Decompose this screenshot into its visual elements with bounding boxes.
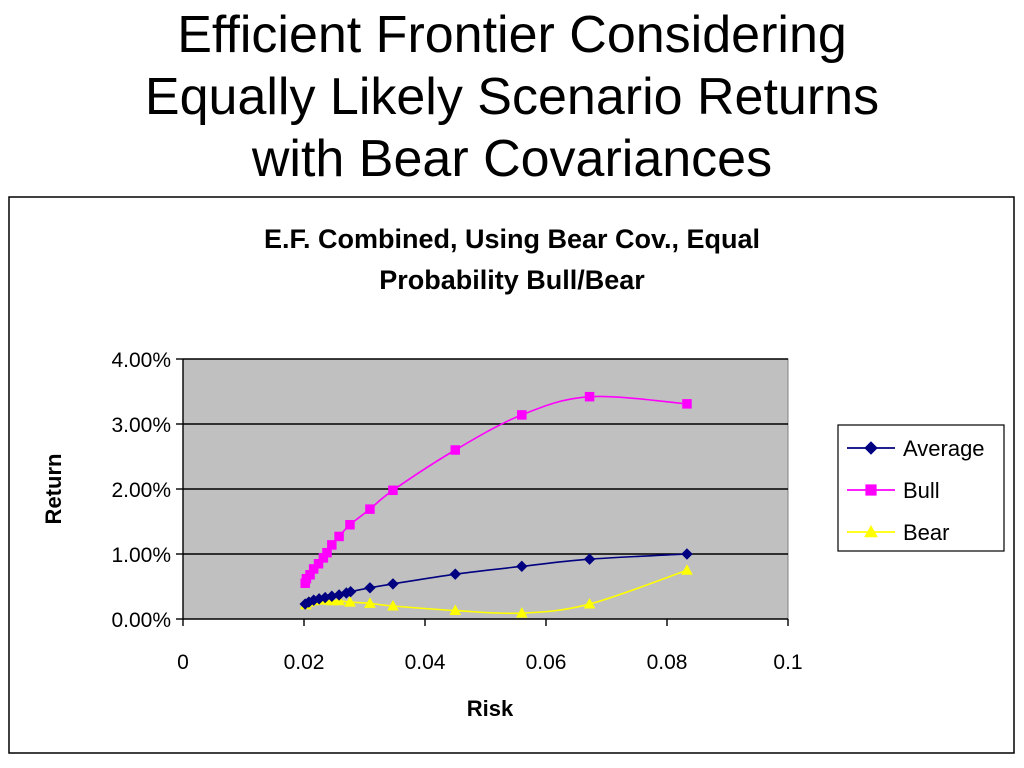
x-tick-label: 0: [177, 651, 189, 674]
legend-marker-bull: [865, 484, 877, 496]
legend-label-bull: Bull: [903, 478, 940, 503]
data-point-average: [364, 582, 376, 594]
x-tick-label: 0.1: [773, 651, 802, 674]
data-point-bull: [388, 485, 398, 496]
gridlines: [183, 358, 788, 555]
data-point-bear: [681, 564, 693, 575]
data-point-average: [387, 578, 399, 590]
data-point-bull: [450, 445, 460, 455]
series-layer: [299, 391, 693, 618]
data-point-bull: [517, 410, 527, 420]
axes: 0.00% 1.00% 2.00% 3.00% 4.00% 0 0.02 0.04 0.06 0.…: [111, 349, 802, 674]
data-point-average: [681, 548, 693, 560]
x-tick-label: 0.08: [647, 651, 688, 674]
y-axis-label: Return: [41, 454, 66, 525]
x-tick-label: 0.06: [526, 651, 567, 674]
slide-title-line: with Bear Covariances: [251, 130, 773, 188]
legend-marker-bear: [864, 524, 878, 538]
y-tick-label: 0.00%: [111, 609, 171, 632]
legend-marker-average: [864, 441, 878, 455]
chart-title-line: Probability Bull/Bear: [379, 265, 645, 295]
data-point-bear: [515, 607, 528, 618]
y-tick-label: 1.00%: [111, 544, 171, 567]
data-point-bull: [365, 504, 375, 514]
data-point-average: [344, 585, 357, 598]
legend-label-bear: Bear: [903, 520, 949, 545]
data-point-bear: [364, 597, 376, 608]
x-axis-label: Risk: [467, 696, 514, 721]
data-point-bear: [583, 598, 596, 609]
y-tick-label: 2.00%: [111, 479, 171, 502]
slide-title: Efficient Frontier Considering Equally L…: [0, 4, 1024, 190]
legend: Average Bull Bear: [837, 424, 1005, 552]
data-point-bear: [449, 604, 462, 616]
data-point-average: [583, 553, 596, 565]
data-point-bear: [387, 599, 399, 611]
data-point-bull: [322, 547, 332, 558]
slide-title-line: Efficient Frontier Considering: [177, 6, 847, 64]
legend-label-average: Average: [903, 436, 985, 461]
data-point-average: [449, 568, 461, 580]
data-point-average: [516, 560, 528, 573]
x-tick-label: 0.02: [284, 651, 325, 674]
x-tick-label: 0.04: [405, 651, 446, 674]
data-point-bull: [313, 559, 324, 569]
data-point-bull: [345, 520, 355, 530]
data-point-bull: [682, 399, 692, 409]
y-tick-label: 4.00%: [111, 349, 171, 372]
data-point-bull: [584, 391, 595, 402]
y-tick-label: 3.00%: [111, 414, 171, 437]
data-point-bull: [334, 531, 344, 542]
slide-title-line: Equally Likely Scenario Returns: [144, 68, 880, 126]
data-point-bull: [327, 540, 337, 550]
chart-title-line: E.F. Combined, Using Bear Cov., Equal: [264, 224, 760, 254]
data-point-bull: [308, 564, 319, 574]
data-point-bear: [344, 596, 356, 607]
